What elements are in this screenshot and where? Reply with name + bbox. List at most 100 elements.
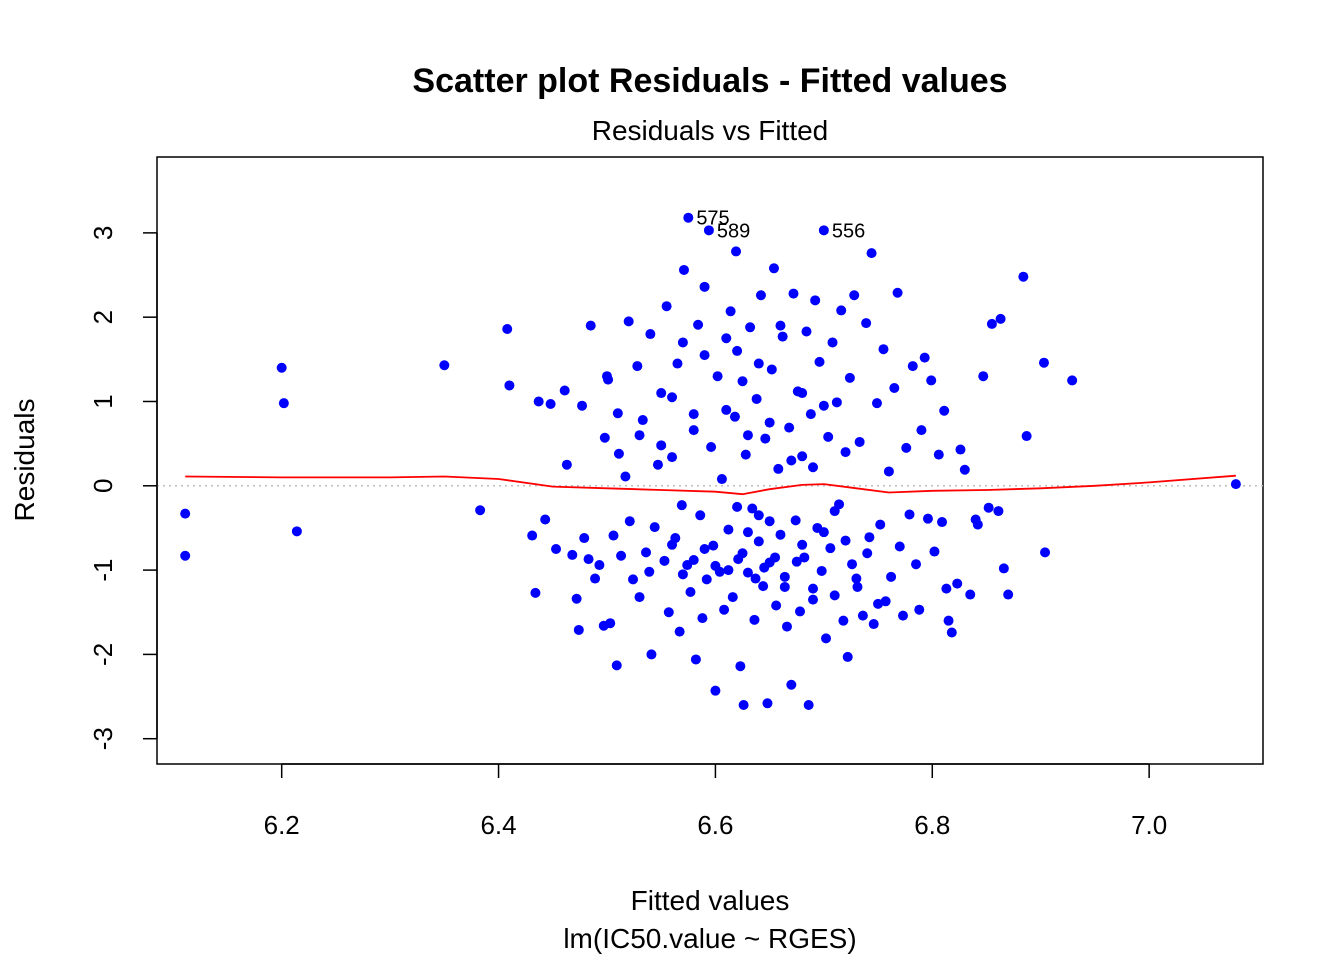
data-point: [567, 549, 578, 560]
data-point: [922, 513, 933, 524]
data-point: [847, 559, 858, 570]
data-point: [959, 464, 970, 475]
data-point: [613, 448, 624, 459]
data-point: [699, 350, 710, 361]
data-point: [645, 329, 656, 340]
data-point: [697, 613, 708, 624]
data-point: [716, 474, 727, 485]
data-point: [628, 574, 639, 585]
data-point: [851, 573, 862, 584]
data-point: [504, 380, 515, 391]
data-point: [611, 660, 622, 671]
x-tick-label: 7.0: [1131, 810, 1167, 840]
data-point: [561, 459, 572, 470]
data-point: [883, 466, 894, 477]
data-point: [540, 514, 551, 525]
data-point: [663, 607, 674, 618]
data-point: [762, 698, 773, 709]
data-point: [939, 405, 950, 416]
data-point: [801, 326, 812, 337]
data-point: [995, 313, 1006, 324]
data-point: [857, 610, 868, 621]
data-point: [646, 649, 657, 660]
data-point: [685, 587, 696, 598]
data-point: [852, 581, 863, 592]
data-point: [875, 519, 886, 530]
data-point: [797, 539, 808, 550]
data-point: [842, 651, 853, 662]
data-point: [1021, 431, 1032, 442]
data-point: [677, 337, 688, 348]
data-point: [797, 388, 808, 399]
data-point: [766, 364, 777, 375]
data-point: [583, 554, 594, 565]
data-point: [760, 433, 771, 444]
data-point: [674, 626, 685, 637]
x-axis: 6.2 6.4 6.6 6.8 7.0: [264, 763, 1167, 840]
data-point: [659, 555, 670, 566]
data-point: [775, 320, 786, 331]
data-point: [904, 509, 915, 520]
data-point: [983, 502, 994, 513]
data-point: [545, 399, 556, 410]
data-point: [723, 524, 734, 535]
data-point: [656, 440, 667, 451]
data-point: [911, 559, 922, 570]
point-label: 556: [832, 220, 865, 242]
data-point: [749, 614, 760, 625]
data-point: [573, 624, 584, 635]
data-point: [914, 604, 925, 615]
data-point: [732, 345, 743, 356]
data-point: [559, 385, 570, 396]
data-point: [706, 442, 717, 453]
data-point: [933, 449, 944, 460]
data-point: [861, 318, 872, 329]
data-point: [794, 606, 805, 617]
data-point: [768, 263, 779, 274]
data-point: [620, 471, 631, 482]
data-point: [624, 516, 635, 527]
data-point: [929, 546, 940, 557]
data-point: [844, 372, 855, 383]
data-point: [608, 530, 619, 541]
data-point: [527, 530, 538, 541]
data-point: [667, 452, 678, 463]
data-point: [644, 566, 655, 577]
data-point: [978, 371, 989, 382]
data-point: [742, 527, 753, 538]
data-point: [721, 333, 732, 344]
point-label: 575: [696, 208, 729, 230]
data-point: [601, 371, 612, 382]
data-point: [764, 516, 775, 527]
data-point: [683, 212, 694, 223]
data-point: [652, 459, 663, 470]
data-point: [590, 573, 601, 584]
data-point: [894, 541, 905, 552]
data-point: [1038, 357, 1049, 368]
data-point: [688, 554, 699, 565]
data-point: [753, 358, 764, 369]
data-point: [797, 451, 808, 462]
data-point: [864, 532, 875, 543]
data-point: [946, 627, 957, 638]
data-point: [612, 408, 623, 419]
data-point: [965, 589, 976, 600]
data-point: [747, 503, 758, 514]
y-axis-label: Residuals: [9, 399, 40, 522]
y-tick-label: 3: [88, 226, 118, 240]
data-point: [773, 463, 784, 474]
data-point: [952, 578, 963, 589]
data-point: [723, 565, 734, 576]
x-tick-label: 6.8: [914, 810, 950, 840]
data-point: [738, 699, 749, 710]
data-point: [871, 398, 882, 409]
data-point: [816, 565, 827, 576]
data-point: [818, 527, 829, 538]
data-point: [849, 290, 860, 301]
data-point: [803, 699, 814, 710]
data-point: [818, 225, 829, 236]
data-point: [276, 362, 287, 373]
data-point: [649, 522, 660, 533]
data-point: [889, 382, 900, 393]
data-point: [823, 431, 834, 442]
